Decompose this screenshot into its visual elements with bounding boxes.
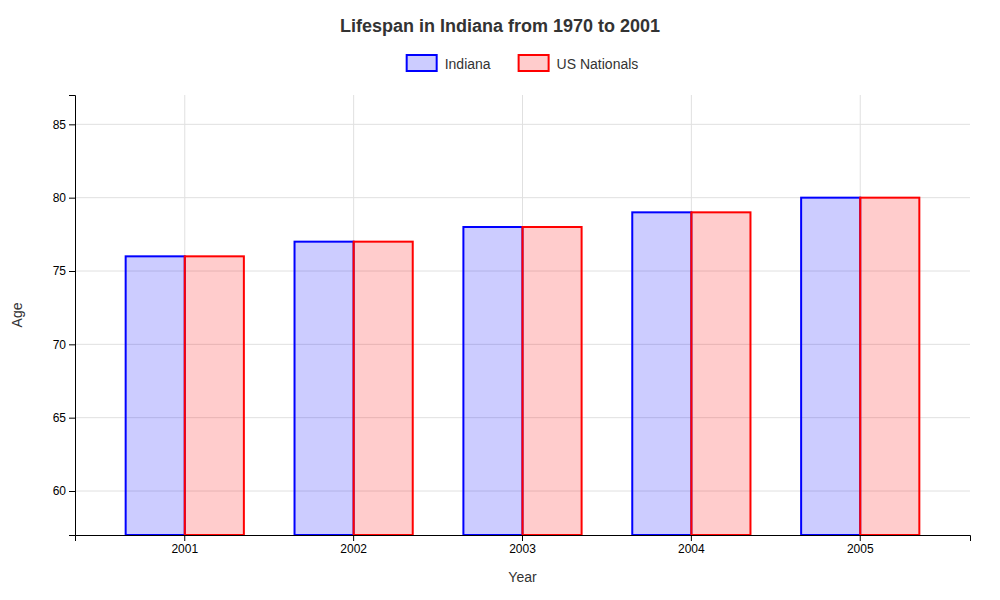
plot-area: 2001 2002 2003 2004 2005 60 65 70 75 80 85 bbox=[53, 95, 971, 556]
tick-mark bbox=[69, 198, 75, 199]
tick: 70 bbox=[53, 338, 75, 352]
title: Lifespan in Indiana from 1970 to 2001 bbox=[340, 16, 660, 36]
tick-label: 65 bbox=[53, 411, 67, 425]
tick: 60 bbox=[53, 484, 75, 498]
tick: 65 bbox=[53, 411, 75, 425]
tick: 75 bbox=[53, 264, 75, 278]
tick-label: 2001 bbox=[171, 542, 198, 556]
bar-series bbox=[185, 198, 920, 535]
tick-mark bbox=[69, 344, 75, 345]
tick: 2002 bbox=[340, 535, 367, 556]
bar bbox=[801, 198, 860, 535]
tick: 2001 bbox=[171, 535, 198, 556]
bar bbox=[632, 212, 691, 535]
tick-mark bbox=[69, 124, 75, 125]
bar bbox=[523, 227, 582, 535]
legend: Indiana US Nationals bbox=[407, 55, 639, 72]
tick: 2005 bbox=[847, 535, 874, 556]
tick-mark bbox=[69, 491, 75, 492]
tick-label: 2005 bbox=[847, 542, 874, 556]
tick-label: 85 bbox=[53, 118, 67, 132]
tick-label: 70 bbox=[53, 338, 67, 352]
legend-label: US Nationals bbox=[557, 56, 639, 72]
legend-item: Indiana bbox=[407, 55, 491, 72]
legend-item: US Nationals bbox=[519, 55, 639, 72]
tick-mark bbox=[69, 418, 75, 419]
bar bbox=[126, 256, 185, 535]
tick: 2003 bbox=[509, 535, 536, 556]
bars bbox=[126, 198, 920, 535]
bar bbox=[463, 227, 522, 535]
axis-line bbox=[69, 96, 76, 536]
tick: 85 bbox=[53, 118, 75, 132]
grid bbox=[75, 95, 970, 535]
tick-mark bbox=[184, 535, 185, 541]
tick-label: 2003 bbox=[509, 542, 536, 556]
tick-label: 2004 bbox=[678, 542, 705, 556]
bar-series bbox=[126, 198, 861, 535]
chart: 2001 2002 2003 2004 2005 60 65 70 75 80 85 Year Age L… bbox=[0, 0, 1000, 600]
bar bbox=[295, 242, 354, 535]
bar bbox=[354, 242, 413, 535]
x-axis: 2001 2002 2003 2004 2005 bbox=[76, 535, 971, 556]
legend-label: Indiana bbox=[445, 56, 491, 72]
tick-label: 75 bbox=[53, 264, 67, 278]
tick-label: 80 bbox=[53, 191, 67, 205]
bar bbox=[860, 198, 919, 535]
bar bbox=[185, 256, 244, 535]
tick-label: 60 bbox=[53, 484, 67, 498]
tick-mark bbox=[860, 535, 861, 541]
tick-mark bbox=[69, 271, 75, 272]
x-axis-title: Year bbox=[508, 569, 537, 585]
tick-mark bbox=[522, 535, 523, 541]
legend-swatch bbox=[407, 55, 437, 71]
y-axis: 60 65 70 75 80 85 bbox=[53, 96, 76, 536]
bar bbox=[691, 212, 750, 535]
legend-swatch bbox=[519, 55, 549, 71]
tick-mark bbox=[691, 535, 692, 541]
y-axis-title: Age bbox=[9, 302, 25, 327]
tick: 80 bbox=[53, 191, 75, 205]
tick: 2004 bbox=[678, 535, 705, 556]
axis-line bbox=[76, 536, 971, 542]
tick-mark bbox=[353, 535, 354, 541]
tick-label: 2002 bbox=[340, 542, 367, 556]
